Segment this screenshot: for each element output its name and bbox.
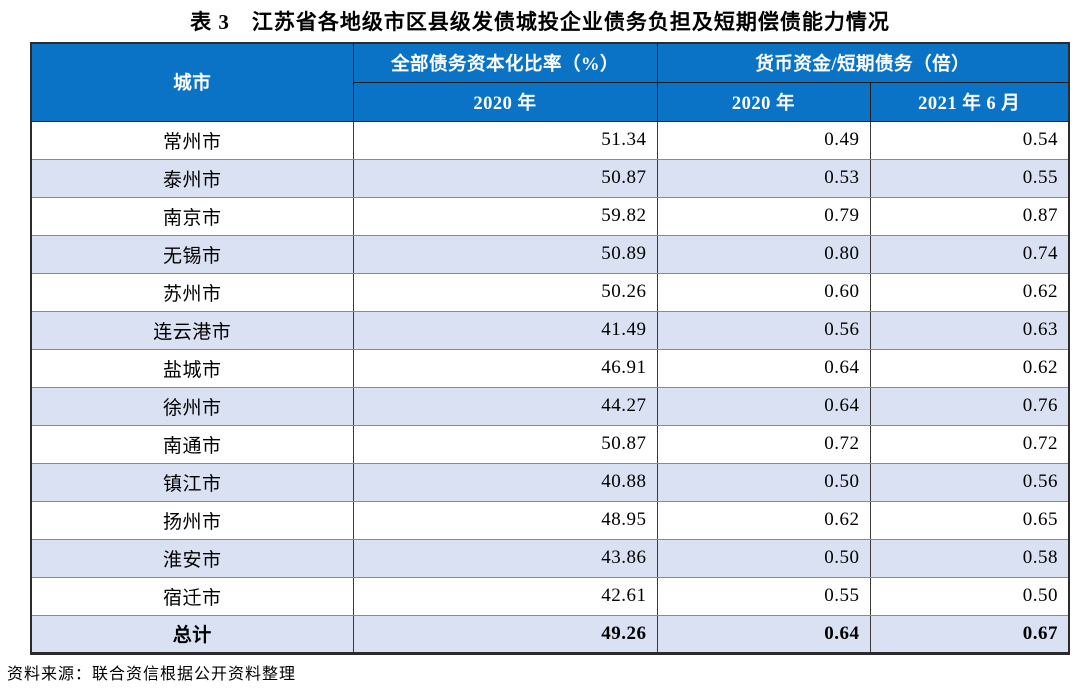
debt-2020-cell: 50.87 [352,424,658,464]
cash-2021-cell: 0.72 [869,424,1070,464]
cash-2020-cell: 0.53 [656,158,871,198]
header-row-1: 城市 全部债务资本化比率（%） 货币资金/短期债务（倍） [30,42,1070,122]
header-cell-debt-ratio: 全部债务资本化比率（%） [352,42,658,83]
city-cell: 淮安市 [30,538,354,578]
header-cell-cash-to-debt: 货币资金/短期债务（倍） [656,42,1070,83]
cash-2021-cell: 0.76 [869,386,1070,426]
table-body: 常州市 51.34 0.49 0.54 泰州市 50.87 0.53 0.55 南京市 59.82… [30,120,1070,616]
subheader-cell-cash-2021: 2021 年 6 月 [869,81,1070,122]
debt-2020-cell: 41.49 [352,310,658,350]
table-row: 盐城市 46.91 0.64 0.62 [30,348,1070,388]
city-cell: 连云港市 [30,310,354,350]
cash-2020-cell: 0.50 [656,462,871,502]
table-row: 苏州市 50.26 0.60 0.62 [30,272,1070,312]
city-cell: 泰州市 [30,158,354,198]
cash-2020-cell: 0.49 [656,120,871,160]
debt-2020-cell: 46.91 [352,348,658,388]
table-row: 无锡市 50.89 0.80 0.74 [30,234,1070,274]
cash-2021-cell: 0.87 [869,196,1070,236]
debt-2020-cell: 59.82 [352,196,658,236]
cash-2020-cell: 0.56 [656,310,871,350]
city-cell: 镇江市 [30,462,354,502]
debt-2020-cell: 48.95 [352,500,658,540]
debt-2020-cell: 44.27 [352,386,658,426]
cash-2021-cell: 0.62 [869,272,1070,312]
total-row: 总计 49.26 0.64 0.67 [30,614,1070,654]
cash-2021-cell: 0.58 [869,538,1070,578]
table-row: 镇江市 40.88 0.50 0.56 [30,462,1070,502]
debt-2020-cell: 50.26 [352,272,658,312]
table-header: 城市 全部债务资本化比率（%） 货币资金/短期债务（倍） 2020 年 2020… [30,42,1070,122]
table-row: 连云港市 41.49 0.56 0.63 [30,310,1070,350]
cash-2020-cell: 0.64 [656,386,871,426]
cash-2021-cell: 0.63 [869,310,1070,350]
cash-2020-cell: 0.64 [656,348,871,388]
debt-2020-cell: 42.61 [352,576,658,616]
debt-2020-cell: 40.88 [352,462,658,502]
city-cell: 盐城市 [30,348,354,388]
cash-2021-cell: 0.56 [869,462,1070,502]
cash-2020-cell: 0.55 [656,576,871,616]
table-title: 表 3 江苏省各地级市区县级发债城投企业债务负担及短期偿债能力情况 [190,10,890,34]
debt-table: 城市 全部债务资本化比率（%） 货币资金/短期债务（倍） 2020 年 2020… [30,42,1070,655]
city-cell: 常州市 [30,120,354,160]
table-row: 徐州市 44.27 0.64 0.76 [30,386,1070,426]
cash-2021-cell: 0.65 [869,500,1070,540]
table-row: 南京市 59.82 0.79 0.87 [30,196,1070,236]
city-cell: 徐州市 [30,386,354,426]
table-row: 南通市 50.87 0.72 0.72 [30,424,1070,464]
total-cash-2021-cell: 0.67 [869,614,1070,654]
total-label-cell: 总计 [30,614,354,654]
cash-2020-cell: 0.62 [656,500,871,540]
cash-2020-cell: 0.72 [656,424,871,464]
debt-2020-cell: 43.86 [352,538,658,578]
city-cell: 南京市 [30,196,354,236]
debt-2020-cell: 50.87 [352,158,658,198]
subheader-cell-debt-2020: 2020 年 [352,81,658,122]
cash-2021-cell: 0.50 [869,576,1070,616]
header-cell-city: 城市 [30,42,354,122]
cash-2020-cell: 0.79 [656,196,871,236]
debt-2020-cell: 51.34 [352,120,658,160]
cash-2020-cell: 0.80 [656,234,871,274]
header-row-2: 2020 年 2020 年 2021 年 6 月 [31,81,1070,122]
cash-2021-cell: 0.55 [869,158,1070,198]
debt-2020-cell: 50.89 [352,234,658,274]
cash-2020-cell: 0.50 [656,538,871,578]
city-cell: 苏州市 [30,272,354,312]
total-cash-2020-cell: 0.64 [656,614,871,654]
table-row: 淮安市 43.86 0.50 0.58 [30,538,1070,578]
city-cell: 南通市 [30,424,354,464]
source-note: 资料来源：联合资信根据公开资料整理 [7,666,297,683]
table-row: 扬州市 48.95 0.62 0.65 [30,500,1070,540]
total-debt-2020-cell: 49.26 [352,614,658,654]
city-cell: 扬州市 [30,500,354,540]
city-cell: 无锡市 [30,234,354,274]
city-cell: 宿迁市 [30,576,354,616]
table-total-section: 总计 49.26 0.64 0.67 [30,614,1070,654]
cash-2020-cell: 0.60 [656,272,871,312]
cash-2021-cell: 0.62 [869,348,1070,388]
cash-2021-cell: 0.74 [869,234,1070,274]
table-row: 常州市 51.34 0.49 0.54 [30,120,1070,160]
table-row: 泰州市 50.87 0.53 0.55 [30,158,1070,198]
subheader-cell-cash-2020: 2020 年 [656,81,871,122]
table-row: 宿迁市 42.61 0.55 0.50 [30,576,1070,616]
cash-2021-cell: 0.54 [869,120,1070,160]
